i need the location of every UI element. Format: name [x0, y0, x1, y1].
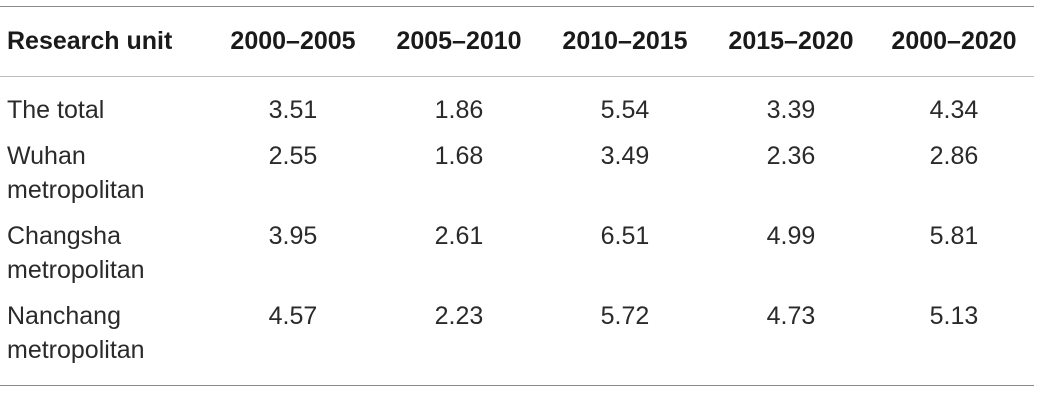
table-row: The total 3.51 1.86 5.54 3.39 4.34 — [0, 77, 1034, 136]
row-label-line2: metropolitan — [7, 176, 145, 204]
row-label: Wuhan metropolitan — [0, 135, 210, 215]
row-label-line1: Changsha — [7, 222, 121, 250]
header-2010-2015: 2010–2015 — [562, 27, 688, 55]
table-cell: 2.23 — [434, 302, 484, 330]
table-cell: 4.34 — [929, 96, 979, 124]
table-cell: 1.86 — [434, 96, 484, 124]
table-cell: 3.95 — [268, 222, 318, 250]
table-cell: 4.57 — [268, 302, 318, 330]
table-cell: 5.54 — [600, 96, 650, 124]
table-cell: 2.55 — [268, 142, 318, 170]
table-cell: 5.72 — [600, 302, 650, 330]
header-2000-2005: 2000–2005 — [230, 27, 356, 55]
header-2005-2010: 2005–2010 — [396, 27, 522, 55]
row-label: Nanchang metropolitan — [0, 295, 210, 386]
table-body: The total 3.51 1.86 5.54 3.39 4.34 Wuhan… — [0, 77, 1034, 386]
table-row: Wuhan metropolitan 2.55 1.68 3.49 2.36 2.… — [0, 135, 1034, 215]
table-row: Changsha metropolitan 3.95 2.61 6.51 4.99… — [0, 215, 1034, 295]
table-row: Nanchang metropolitan 4.57 2.23 5.72 4.73… — [0, 295, 1034, 386]
table-cell: 2.36 — [766, 142, 816, 170]
table-cell: 3.49 — [600, 142, 650, 170]
table-header: Research unit 2000–2005 2005–2010 2010–2… — [0, 7, 1034, 77]
header-research-unit: Research unit — [7, 27, 173, 55]
table-cell: 3.51 — [268, 96, 318, 124]
table-cell: 6.51 — [600, 222, 650, 250]
row-label-line1: Wuhan — [7, 142, 86, 170]
header-2000-2020: 2000–2020 — [891, 27, 1017, 55]
table-cell: 4.73 — [766, 302, 816, 330]
header-row: Research unit 2000–2005 2005–2010 2010–2… — [0, 7, 1034, 77]
table-cell: 3.39 — [766, 96, 816, 124]
row-label: Changsha metropolitan — [0, 215, 210, 295]
row-label: The total — [0, 77, 210, 136]
table-cell: 2.61 — [434, 222, 484, 250]
row-label-line2: metropolitan — [7, 256, 145, 284]
table-cell: 1.68 — [434, 142, 484, 170]
row-label-line2: metropolitan — [7, 336, 145, 364]
header-2015-2020: 2015–2020 — [728, 27, 854, 55]
table-cell: 4.99 — [766, 222, 816, 250]
table-cell: 5.13 — [929, 302, 979, 330]
table-cell: 5.81 — [929, 222, 979, 250]
row-label-line1: Nanchang — [7, 302, 121, 330]
table-cell: 2.86 — [929, 142, 979, 170]
data-table: Research unit 2000–2005 2005–2010 2010–2… — [0, 6, 1034, 386]
row-label-line1: The total — [7, 96, 105, 124]
